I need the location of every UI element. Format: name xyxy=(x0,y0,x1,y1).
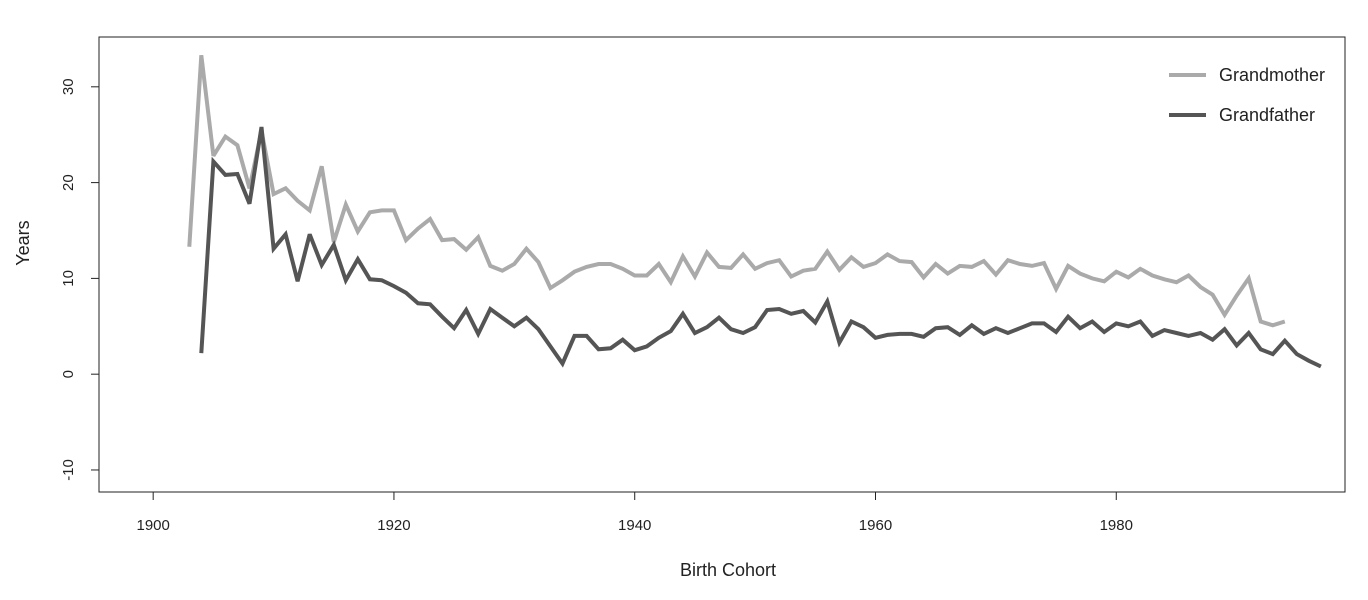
x-tick-label: 1900 xyxy=(136,517,169,534)
x-tick-label: 1960 xyxy=(859,517,892,534)
series-line-grandmother xyxy=(187,54,1286,328)
x-tick-label: 1980 xyxy=(1100,517,1133,534)
series-layer xyxy=(187,54,1322,369)
y-tick-label: 10 xyxy=(60,270,77,287)
x-axis-title: Birth Cohort xyxy=(680,560,776,580)
plot-frame xyxy=(98,36,1346,493)
y-tick-label: 30 xyxy=(60,78,77,95)
x-axis: 1900 1920 1940 1960 1980 xyxy=(136,492,1133,534)
y-axis: -10 0 10 20 30 xyxy=(60,78,99,481)
legend-label-grandfather: Grandfather xyxy=(1219,105,1315,125)
legend-label-grandmother: Grandmother xyxy=(1219,65,1325,85)
x-tick-label: 1920 xyxy=(377,517,410,534)
y-tick-label: -10 xyxy=(60,459,77,481)
y-tick-label: 20 xyxy=(60,174,77,191)
y-axis-title: Years xyxy=(13,220,33,265)
legend: Grandmother Grandfather xyxy=(1169,65,1325,125)
series-line-grandfather xyxy=(199,126,1322,369)
y-tick-label: 0 xyxy=(60,370,77,378)
x-tick-label: 1940 xyxy=(618,517,651,534)
